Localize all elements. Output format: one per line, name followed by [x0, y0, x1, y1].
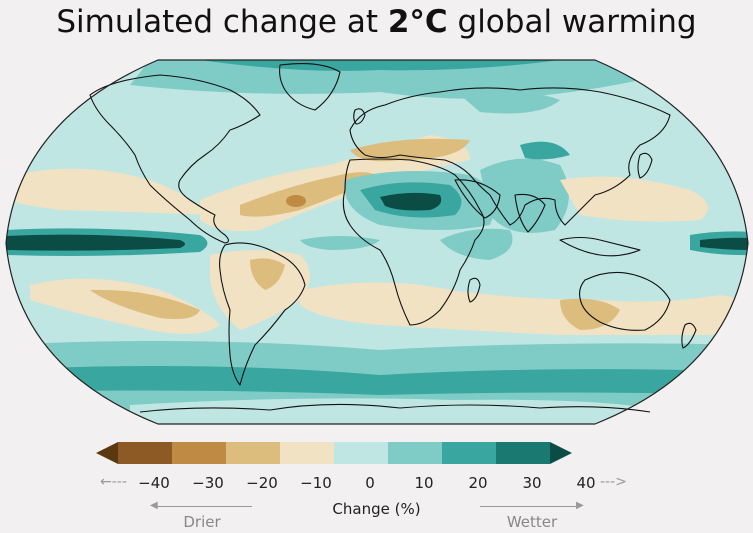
drier-arrow-line [156, 506, 252, 507]
indonesia-outline [559, 236, 641, 257]
spacific-drier [90, 289, 200, 319]
samerica-dry [210, 250, 310, 330]
japan-outline [637, 152, 653, 179]
australia-outline [579, 271, 671, 331]
south-america-outline [219, 242, 306, 386]
title-prefix: Simulated change at [56, 4, 388, 40]
tibet-wet [520, 141, 570, 160]
tick-label: 30 [522, 474, 542, 492]
africa-outline [342, 158, 485, 326]
colorbar-segment [442, 442, 496, 464]
colorbar-segment [118, 442, 172, 464]
left-arrow-dashes: ←--- [100, 474, 127, 490]
coastlines [89, 63, 697, 413]
wetter-arrow-head: ▶ [576, 500, 584, 511]
tick-label: 10 [414, 474, 434, 492]
greenland-outline [279, 63, 341, 111]
wpacific-wettest [700, 237, 748, 250]
tick-label: 20 [468, 474, 488, 492]
wpacific-dry [560, 176, 708, 222]
southern-ocean-wetter [6, 366, 748, 395]
colorbar-cap-right [550, 442, 572, 464]
europe-asia-outline [349, 87, 671, 226]
title-suffix: global warming [447, 4, 697, 40]
india-outline [514, 193, 546, 233]
tick-label: −20 [246, 474, 278, 492]
tick-label: −30 [192, 474, 224, 492]
arabia-outline [454, 179, 501, 219]
drier-label: Drier [183, 513, 221, 531]
map-title: Simulated change at 2°C global warming [0, 0, 753, 44]
color-scale-bar [96, 442, 572, 464]
wetter-arrow-line [480, 506, 576, 507]
sahara-wettest [380, 192, 442, 211]
colorbar-segment [172, 442, 226, 464]
atlantic-driest [286, 195, 306, 207]
tick-label: 0 [365, 474, 375, 492]
antarctica [130, 398, 660, 424]
precipitation-field [6, 60, 748, 424]
mediterranean-dry [350, 138, 470, 162]
tick-label: −40 [138, 474, 170, 492]
madagascar-outline [467, 277, 481, 303]
tick-label: −10 [300, 474, 332, 492]
change-percent-label: Change (%) [332, 500, 421, 518]
eurasia-wet [460, 91, 560, 114]
colorbar-segment [334, 442, 388, 464]
colorbar-segment [388, 442, 442, 464]
new-zealand-outline [681, 322, 697, 349]
antarctica-outline [139, 403, 651, 413]
globe-outline [5, 59, 749, 425]
drier-arrow-head: ◀ [150, 500, 158, 511]
eqpacific-wettest [6, 234, 185, 251]
north-america-outline [89, 74, 261, 244]
uk-outline [353, 108, 366, 125]
colorbar-segment [280, 442, 334, 464]
colorbar-cap-left [96, 442, 118, 464]
world-precipitation-map [5, 59, 749, 425]
title-emphasis: 2°C [387, 4, 448, 40]
npacific-dry [10, 168, 210, 215]
tick-label: 40 [576, 474, 596, 492]
eqatlantic-wet [300, 236, 380, 250]
right-arrow-dashes: ---> [600, 474, 627, 490]
southern-dry-belt [300, 282, 748, 336]
colorbar-segment [496, 442, 550, 464]
colorbar-segment [226, 442, 280, 464]
arctic-wetter [200, 60, 560, 71]
amazon-drier [250, 258, 285, 290]
indian-wet [440, 228, 513, 260]
wetter-label: Wetter [506, 513, 558, 531]
